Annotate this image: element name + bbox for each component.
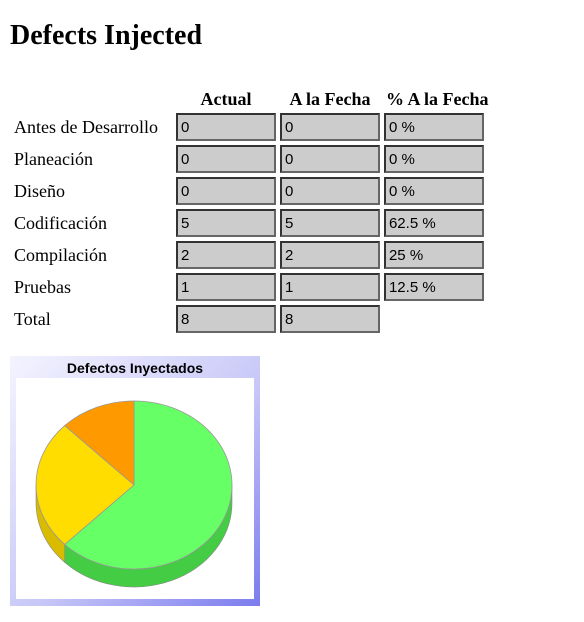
table-row: Planeación <box>14 144 490 174</box>
pct-field-pruebas[interactable] <box>383 273 484 301</box>
chart-plot-area <box>16 378 254 599</box>
empty-cell <box>384 304 491 334</box>
actual-field-total[interactable] <box>175 305 276 333</box>
to-date-field-compilacion[interactable] <box>279 241 380 269</box>
table-row: Codificación <box>14 208 490 238</box>
pct-field-antes-de-desarrollo[interactable] <box>383 113 484 141</box>
to-date-field-pruebas[interactable] <box>279 273 380 301</box>
pie-slice-pruebas <box>64 400 135 486</box>
pct-field-diseno[interactable] <box>383 177 484 205</box>
actual-field-pruebas[interactable] <box>175 273 276 301</box>
row-label-diseno: Diseño <box>14 180 65 201</box>
table-row: Pruebas <box>14 272 490 302</box>
row-label-total: Total <box>14 308 51 329</box>
table-header-row: Actual A la Fecha % A la Fecha <box>14 88 490 110</box>
table-row-total: Total <box>14 304 490 334</box>
header-blank <box>14 88 172 110</box>
chart-title: Defectos Inyectados <box>66 360 204 376</box>
header-pct-to-date: % A la Fecha <box>385 88 489 109</box>
table-row: Antes de Desarrollo <box>14 112 490 142</box>
row-label-antes-de-desarrollo: Antes de Desarrollo <box>14 116 158 137</box>
pie-slice-compilacion <box>35 425 135 545</box>
to-date-field-codificacion[interactable] <box>279 209 380 237</box>
actual-field-codificacion[interactable] <box>175 209 276 237</box>
pie-slice-codificacion <box>64 400 233 570</box>
page-title: Defects Injected <box>10 20 203 51</box>
defects-table: Actual A la Fecha % A la Fecha Antes de … <box>10 86 494 336</box>
pct-field-planeacion[interactable] <box>383 145 484 173</box>
pie-chart-panel: Defectos Inyectados <box>10 356 260 606</box>
header-actual: Actual <box>200 88 252 109</box>
pie-chart <box>35 400 233 588</box>
row-label-planeacion: Planeación <box>14 148 93 169</box>
row-label-compilacion: Compilación <box>14 244 107 265</box>
actual-field-compilacion[interactable] <box>175 241 276 269</box>
row-label-pruebas: Pruebas <box>14 276 71 297</box>
row-label-codificacion: Codificación <box>14 212 107 233</box>
to-date-field-planeacion[interactable] <box>279 145 380 173</box>
actual-field-antes-de-desarrollo[interactable] <box>175 113 276 141</box>
pct-field-codificacion[interactable] <box>383 209 484 237</box>
to-date-field-antes-de-desarrollo[interactable] <box>279 113 380 141</box>
header-to-date: A la Fecha <box>289 88 371 109</box>
pct-field-compilacion[interactable] <box>383 241 484 269</box>
table-row: Diseño <box>14 176 490 206</box>
to-date-field-total[interactable] <box>279 305 380 333</box>
actual-field-diseno[interactable] <box>175 177 276 205</box>
to-date-field-diseno[interactable] <box>279 177 380 205</box>
table-row: Compilación <box>14 240 490 270</box>
actual-field-planeacion[interactable] <box>175 145 276 173</box>
